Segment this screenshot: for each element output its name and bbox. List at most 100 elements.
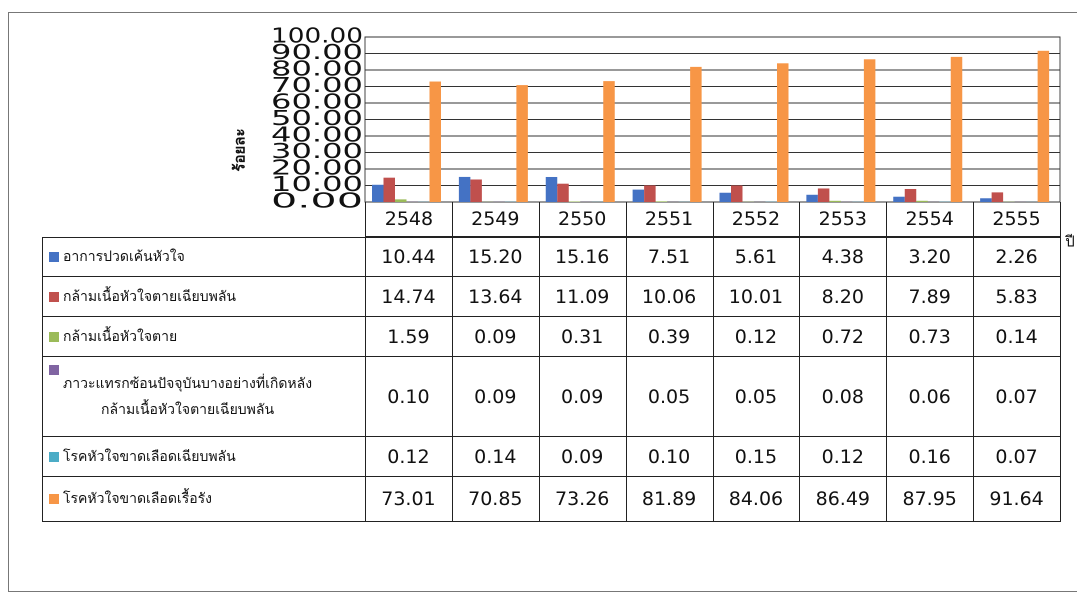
- table-value: 5.83: [973, 277, 1061, 317]
- bar: [603, 81, 615, 202]
- table-value: 5.61: [713, 237, 801, 277]
- x-tick-label: 2549: [452, 202, 540, 237]
- table-value: 1.59: [365, 317, 453, 357]
- x-tick-label: 2552: [713, 202, 801, 237]
- legend-label: อาการปวดเค้นหัวใจ: [63, 244, 185, 270]
- legend-entry: กล้ามเนื้อหัวใจตาย: [42, 317, 366, 357]
- legend-entry: โรคหัวใจขาดเลือดเฉียบพลัน: [42, 437, 366, 477]
- table-value: 8.20: [799, 277, 887, 317]
- table-value: 0.09: [539, 437, 627, 477]
- x-tick-label: 2555: [973, 202, 1061, 237]
- table-value: 15.20: [452, 237, 540, 277]
- legend-label: ภาวะแทรกซ้อนปัจจุบันบางอย่างที่เกิดหลัง …: [63, 371, 312, 423]
- bar: [720, 193, 732, 202]
- bar: [864, 59, 876, 202]
- table-value: 0.14: [452, 437, 540, 477]
- legend-swatch: [49, 452, 59, 462]
- bar: [777, 63, 789, 202]
- legend-label: โรคหัวใจขาดเลือดเรื้อรัง: [63, 486, 212, 512]
- x-axis-label: ปี: [1064, 233, 1074, 251]
- bar: [992, 192, 1004, 202]
- table-value: 3.20: [886, 237, 974, 277]
- table-value: 0.12: [713, 317, 801, 357]
- bar: [731, 185, 743, 202]
- legend-label: โรคหัวใจขาดเลือดเฉียบพลัน: [63, 444, 236, 470]
- bar: [633, 190, 645, 202]
- table-value: 0.31: [539, 317, 627, 357]
- legend-entry: ภาวะแทรกซ้อนปัจจุบันบางอย่างที่เกิดหลัง …: [42, 357, 366, 437]
- table-value: 10.01: [713, 277, 801, 317]
- table-value: 0.05: [626, 357, 714, 437]
- y-axis-label: ร้อยละ: [231, 128, 249, 171]
- table-value: 73.01: [365, 477, 453, 522]
- legend-swatch: [49, 365, 59, 375]
- table-value: 0.10: [626, 437, 714, 477]
- bar: [557, 184, 569, 202]
- table-value: 0.14: [973, 317, 1061, 357]
- legend-entry: กล้ามเนื้อหัวใจตายเฉียบพลัน: [42, 277, 366, 317]
- table-value: 0.12: [799, 437, 887, 477]
- table-value: 87.95: [886, 477, 974, 522]
- table-value: 0.08: [799, 357, 887, 437]
- table-value: 0.16: [886, 437, 974, 477]
- x-tick-label: 2553: [799, 202, 887, 237]
- bar: [372, 185, 384, 202]
- x-tick-label: 2551: [626, 202, 714, 237]
- table-value: 13.64: [452, 277, 540, 317]
- table-value: 73.26: [539, 477, 627, 522]
- table-value: 0.10: [365, 357, 453, 437]
- table-value: 2.26: [973, 237, 1061, 277]
- x-tick-label: 2554: [886, 202, 974, 237]
- bar: [470, 179, 482, 202]
- bar: [951, 57, 963, 202]
- legend-label: กล้ามเนื้อหัวใจตายเฉียบพลัน: [63, 284, 236, 310]
- legend-label: กล้ามเนื้อหัวใจตาย: [63, 324, 177, 350]
- bar: [644, 185, 656, 202]
- legend-entry: โรคหัวใจขาดเลือดเรื้อรัง: [42, 477, 366, 522]
- table-value: 91.64: [973, 477, 1061, 522]
- table-value: 10.44: [365, 237, 453, 277]
- bar: [818, 188, 830, 202]
- x-tick-label: 2550: [539, 202, 627, 237]
- table-value: 0.09: [452, 317, 540, 357]
- table-value: 0.73: [886, 317, 974, 357]
- table-value: 7.51: [626, 237, 714, 277]
- table-value: 0.07: [973, 437, 1061, 477]
- table-value: 86.49: [799, 477, 887, 522]
- table-value: 81.89: [626, 477, 714, 522]
- table-value: 15.16: [539, 237, 627, 277]
- legend-entry: อาการปวดเค้นหัวใจ: [42, 237, 366, 277]
- table-value: 0.07: [973, 357, 1061, 437]
- x-tick-label: 2548: [365, 202, 453, 237]
- bar: [905, 189, 917, 202]
- legend-swatch: [49, 494, 59, 504]
- table-value: 0.12: [365, 437, 453, 477]
- table-value: 7.89: [886, 277, 974, 317]
- table-value: 14.74: [365, 277, 453, 317]
- table-value: 70.85: [452, 477, 540, 522]
- bar: [806, 195, 818, 202]
- table-value: 84.06: [713, 477, 801, 522]
- table-value: 4.38: [799, 237, 887, 277]
- table-value: 0.05: [713, 357, 801, 437]
- bar: [459, 177, 471, 202]
- bar: [546, 177, 558, 202]
- legend-swatch: [49, 252, 59, 262]
- table-value: 10.06: [626, 277, 714, 317]
- bar: [1038, 51, 1050, 202]
- y-tick-label: 100.00: [271, 24, 363, 48]
- legend-swatch: [49, 292, 59, 302]
- bar: [384, 178, 396, 202]
- bar: [516, 85, 528, 202]
- table-value: 0.09: [452, 357, 540, 437]
- legend-swatch: [49, 332, 59, 342]
- bar: [430, 82, 442, 202]
- table-value: 11.09: [539, 277, 627, 317]
- table-value: 0.06: [886, 357, 974, 437]
- table-value: 0.15: [713, 437, 801, 477]
- table-value: 0.39: [626, 317, 714, 357]
- table-value: 0.72: [799, 317, 887, 357]
- table-value: 0.09: [539, 357, 627, 437]
- bar: [690, 67, 702, 202]
